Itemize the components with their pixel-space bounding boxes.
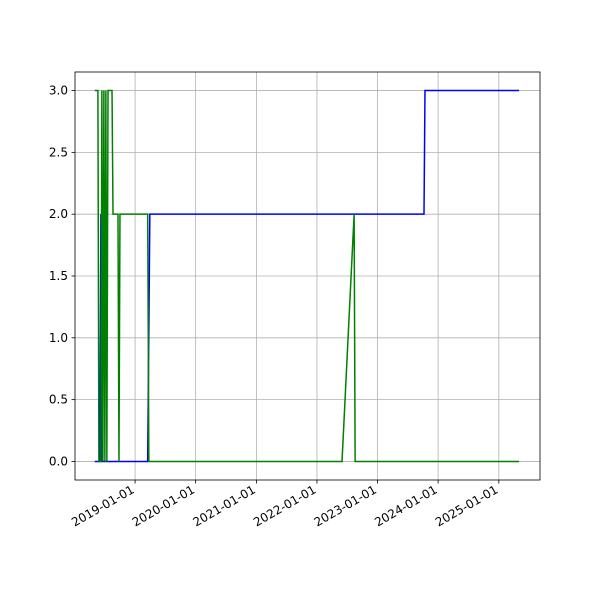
y-tick-label: 2.5: [49, 145, 68, 159]
y-tick-label: 0.5: [49, 393, 68, 407]
y-tick-label: 3.0: [49, 84, 68, 98]
y-tick-label: 1.5: [49, 269, 68, 283]
y-tick-label: 1.0: [49, 331, 68, 345]
series-line: [94, 89, 520, 463]
y-tick-label: 0.0: [49, 454, 68, 468]
series-line: [94, 89, 520, 463]
plot-frame: [74, 71, 541, 481]
y-tick-label: 2.0: [49, 207, 68, 221]
